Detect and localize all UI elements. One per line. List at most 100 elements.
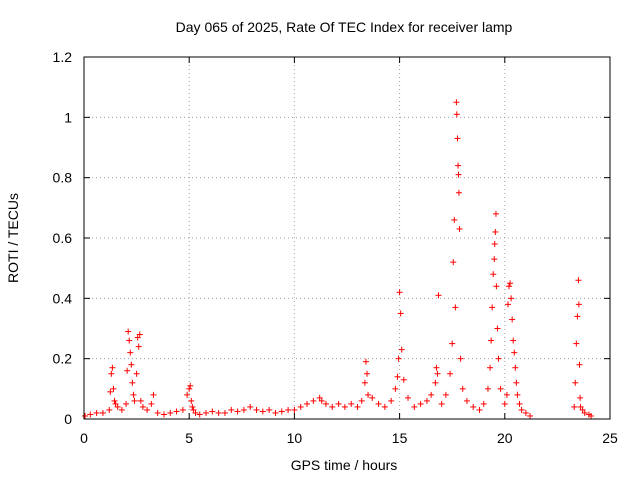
data-point [388,397,395,404]
data-point [369,394,376,401]
data-point [459,385,466,392]
data-point [131,397,138,404]
data-point [504,301,511,308]
data-point [124,367,131,374]
data-point [438,400,445,407]
data-point [187,382,194,389]
data-point [154,409,161,416]
x-tick-label: 10 [287,430,303,446]
data-point [435,292,442,299]
data-point [503,391,510,398]
data-point [457,355,464,362]
data-point [447,370,454,377]
data-point [575,301,582,308]
data-point [494,325,501,332]
data-point [196,411,203,418]
data-point [247,403,254,410]
data-point [470,403,477,410]
y-tick-label: 0 [64,411,72,427]
data-point [571,403,578,410]
data-point [190,406,197,413]
data-point [487,364,494,371]
data-point [577,403,584,410]
data-point [112,400,119,407]
data-point [134,334,141,341]
data-point [136,331,143,338]
y-tick-label: 0.8 [53,170,73,186]
data-point [144,406,151,413]
data-point [455,162,462,169]
data-point [365,391,372,398]
data-point [581,409,588,416]
data-point [99,409,106,416]
data-point [358,397,365,404]
y-tick-label: 1 [64,109,72,125]
data-point [396,289,403,296]
x-tick-label: 0 [80,430,88,446]
x-tick-label: 15 [392,430,408,446]
data-point [476,406,483,413]
data-point [492,210,499,217]
data-point [133,370,140,377]
data-point [189,403,196,410]
data-point [316,394,323,401]
data-point [114,403,121,410]
data-point [123,400,130,407]
data-point [514,391,521,398]
data-point [449,340,456,347]
data-point [322,400,329,407]
data-point [411,403,418,410]
data-point [128,361,135,368]
data-point [150,391,157,398]
data-point [363,370,370,377]
data-point [395,355,402,362]
data-point [192,409,199,416]
data-point [108,370,115,377]
data-point [125,328,132,335]
data-point [173,408,180,415]
data-point [82,412,89,419]
data-point [129,379,136,386]
data-point [234,408,241,415]
data-point [454,135,461,142]
data-point [432,379,439,386]
y-tick-label: 0.2 [53,351,73,367]
data-point [335,400,342,407]
data-point [184,391,191,398]
data-point [433,364,440,371]
data-point [272,409,279,416]
data-point [297,403,304,410]
data-point [491,256,498,263]
data-point [452,304,459,311]
data-point [381,403,388,410]
data-point [203,409,210,416]
data-point [417,400,424,407]
data-point [463,397,470,404]
data-point [455,189,462,196]
data-point [87,411,94,418]
data-point [137,397,144,404]
data-point [495,355,502,362]
data-point [348,400,355,407]
data-point [456,225,463,232]
data-point [576,361,583,368]
data-point [400,376,407,383]
data-point [516,400,523,407]
data-point [575,277,582,284]
data-point [397,310,404,317]
data-point [573,340,580,347]
data-point [513,379,520,386]
data-point [278,408,285,415]
data-point [501,400,508,407]
data-point [228,406,235,413]
x-tick-label: 20 [497,430,513,446]
data-point [522,409,529,416]
data-point [484,385,491,392]
data-point [488,337,495,344]
data-point [518,406,525,413]
data-point [118,406,125,413]
data-point [126,337,133,344]
data-point [111,397,118,404]
data-point [510,337,517,344]
